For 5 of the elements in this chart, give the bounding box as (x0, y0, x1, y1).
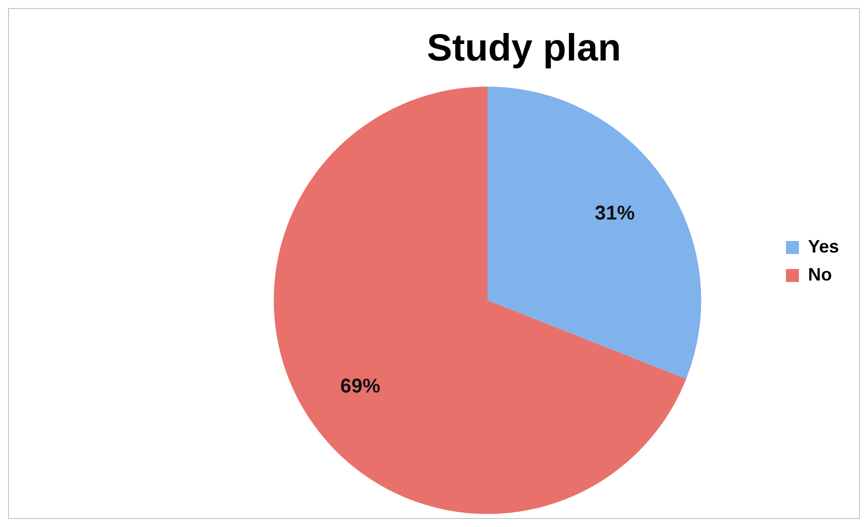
data-label: 69% (340, 375, 380, 398)
chart-title: Study plan (426, 27, 622, 70)
data-label: 31% (594, 202, 635, 224)
legend-label: Yes (808, 236, 840, 256)
legend-label: No (808, 264, 832, 284)
